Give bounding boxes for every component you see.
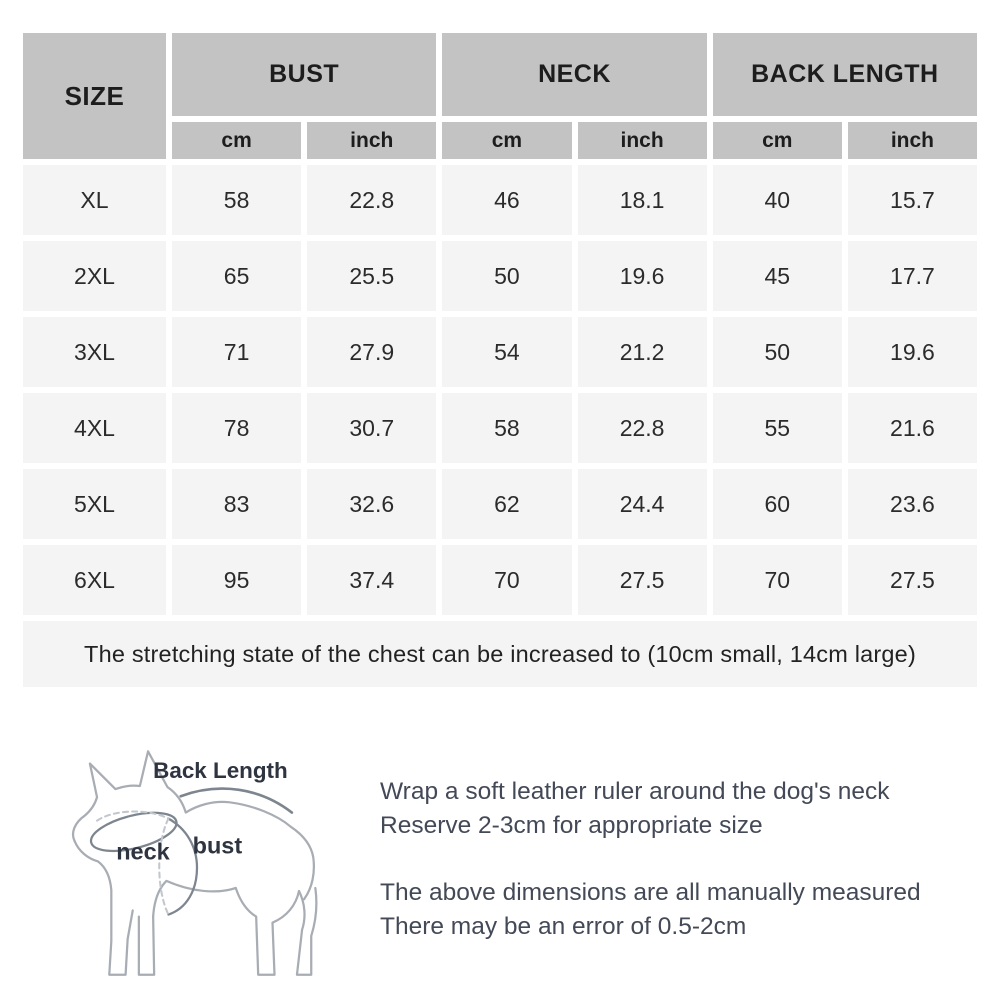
instruction-line: The above dimensions are all manually me… bbox=[380, 879, 921, 906]
cell-neck-inch: 24.4 bbox=[577, 469, 707, 539]
cell-neck-inch: 18.1 bbox=[577, 165, 707, 235]
instruction-paragraph-1: Wrap a soft leather ruler around the dog… bbox=[380, 775, 921, 843]
neck-measure-ellipse bbox=[89, 811, 178, 853]
cell-back-cm: 50 bbox=[712, 317, 842, 387]
unit-header-neck-cm: cm bbox=[442, 122, 572, 159]
dog-illustration: Back Length neck bust bbox=[71, 750, 318, 976]
cell-bust-cm: 65 bbox=[172, 241, 302, 311]
back-length-label: Back Length bbox=[153, 758, 288, 783]
cell-back-cm: 40 bbox=[712, 165, 842, 235]
cell-bust-inch: 22.8 bbox=[307, 165, 437, 235]
cell-back-cm: 55 bbox=[712, 393, 842, 463]
size-chart-table: SIZE BUST NECK BACK LENGTH cm inch cm in… bbox=[23, 33, 977, 687]
cell-neck-cm: 70 bbox=[442, 545, 572, 615]
column-header-back-length: BACK LENGTH bbox=[712, 33, 977, 116]
neck-measure-dashed bbox=[96, 810, 174, 822]
cell-back-inch: 17.7 bbox=[847, 241, 977, 311]
bust-label: bust bbox=[193, 832, 243, 858]
instruction-line: There may be an error of 0.5-2cm bbox=[380, 913, 747, 940]
neck-label: neck bbox=[116, 838, 170, 864]
row-size-label: XL bbox=[23, 165, 166, 235]
bust-measure-solid bbox=[167, 817, 199, 916]
cell-bust-inch: 30.7 bbox=[307, 393, 437, 463]
cell-back-cm: 70 bbox=[712, 545, 842, 615]
column-header-bust: BUST bbox=[172, 33, 437, 116]
column-header-size: SIZE bbox=[23, 33, 166, 159]
stretch-note: The stretching state of the chest can be… bbox=[23, 621, 977, 687]
cell-neck-cm: 62 bbox=[442, 469, 572, 539]
unit-header-bust-inch: inch bbox=[307, 122, 437, 159]
cell-neck-cm: 58 bbox=[442, 393, 572, 463]
row-size-label: 5XL bbox=[23, 469, 166, 539]
cell-back-cm: 60 bbox=[712, 469, 842, 539]
measuring-instructions: Wrap a soft leather ruler around the dog… bbox=[380, 775, 921, 1000]
cell-bust-cm: 95 bbox=[172, 545, 302, 615]
column-header-neck: NECK bbox=[442, 33, 707, 116]
instruction-paragraph-2: The above dimensions are all manually me… bbox=[380, 876, 921, 944]
row-size-label: 6XL bbox=[23, 545, 166, 615]
back-length-line bbox=[179, 787, 294, 814]
cell-bust-cm: 83 bbox=[172, 469, 302, 539]
instruction-line: Wrap a soft leather ruler around the dog… bbox=[380, 778, 890, 805]
cell-bust-inch: 25.5 bbox=[307, 241, 437, 311]
cell-neck-cm: 46 bbox=[442, 165, 572, 235]
measurement-lines bbox=[89, 787, 294, 916]
cell-neck-cm: 50 bbox=[442, 241, 572, 311]
cell-bust-cm: 71 bbox=[172, 317, 302, 387]
dog-measurement-diagram: Back Length neck bust bbox=[42, 735, 352, 990]
cell-neck-inch: 22.8 bbox=[577, 393, 707, 463]
cell-back-inch: 19.6 bbox=[847, 317, 977, 387]
cell-neck-inch: 27.5 bbox=[577, 545, 707, 615]
cell-bust-cm: 58 bbox=[172, 165, 302, 235]
row-size-label: 3XL bbox=[23, 317, 166, 387]
cell-bust-inch: 32.6 bbox=[307, 469, 437, 539]
measuring-guide-section: Back Length neck bust Wrap a soft leathe… bbox=[0, 735, 1000, 1000]
cell-bust-inch: 37.4 bbox=[307, 545, 437, 615]
cell-bust-inch: 27.9 bbox=[307, 317, 437, 387]
cell-back-inch: 15.7 bbox=[847, 165, 977, 235]
bust-measure-dashed bbox=[158, 817, 170, 916]
unit-header-neck-inch: inch bbox=[577, 122, 707, 159]
cell-back-inch: 23.6 bbox=[847, 469, 977, 539]
cell-back-cm: 45 bbox=[712, 241, 842, 311]
instruction-line: Reserve 2-3cm for appropriate size bbox=[380, 812, 763, 839]
cell-neck-inch: 19.6 bbox=[577, 241, 707, 311]
cell-back-inch: 27.5 bbox=[847, 545, 977, 615]
cell-back-inch: 21.6 bbox=[847, 393, 977, 463]
unit-header-back-cm: cm bbox=[712, 122, 842, 159]
cell-neck-inch: 21.2 bbox=[577, 317, 707, 387]
dog-outline bbox=[71, 750, 318, 976]
cell-bust-cm: 78 bbox=[172, 393, 302, 463]
row-size-label: 2XL bbox=[23, 241, 166, 311]
unit-header-back-inch: inch bbox=[847, 122, 977, 159]
row-size-label: 4XL bbox=[23, 393, 166, 463]
unit-header-bust-cm: cm bbox=[172, 122, 302, 159]
cell-neck-cm: 54 bbox=[442, 317, 572, 387]
